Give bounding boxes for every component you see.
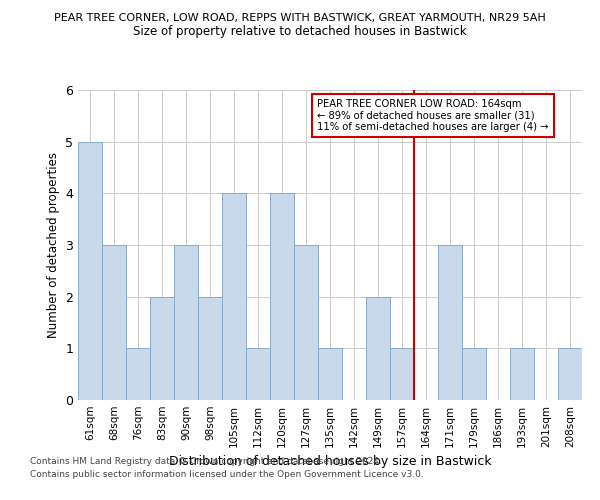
Bar [438,245,462,400]
Text: Contains HM Land Registry data © Crown copyright and database right 2024.: Contains HM Land Registry data © Crown c… [30,458,382,466]
Bar [462,348,486,400]
Bar [558,348,582,400]
Bar [366,296,390,400]
X-axis label: Distribution of detached houses by size in Bastwick: Distribution of detached houses by size … [169,456,491,468]
Bar [198,296,222,400]
Text: Contains public sector information licensed under the Open Government Licence v3: Contains public sector information licen… [30,470,424,479]
Bar [294,245,318,400]
Bar [246,348,270,400]
Bar [174,245,198,400]
Text: PEAR TREE CORNER, LOW ROAD, REPPS WITH BASTWICK, GREAT YARMOUTH, NR29 5AH: PEAR TREE CORNER, LOW ROAD, REPPS WITH B… [54,12,546,22]
Bar [510,348,534,400]
Text: PEAR TREE CORNER LOW ROAD: 164sqm
← 89% of detached houses are smaller (31)
11% : PEAR TREE CORNER LOW ROAD: 164sqm ← 89% … [317,100,549,132]
Bar [150,296,174,400]
Bar [222,194,246,400]
Bar [126,348,150,400]
Bar [78,142,102,400]
Text: Size of property relative to detached houses in Bastwick: Size of property relative to detached ho… [133,25,467,38]
Bar [102,245,126,400]
Bar [270,194,294,400]
Y-axis label: Number of detached properties: Number of detached properties [47,152,59,338]
Bar [390,348,414,400]
Bar [318,348,342,400]
